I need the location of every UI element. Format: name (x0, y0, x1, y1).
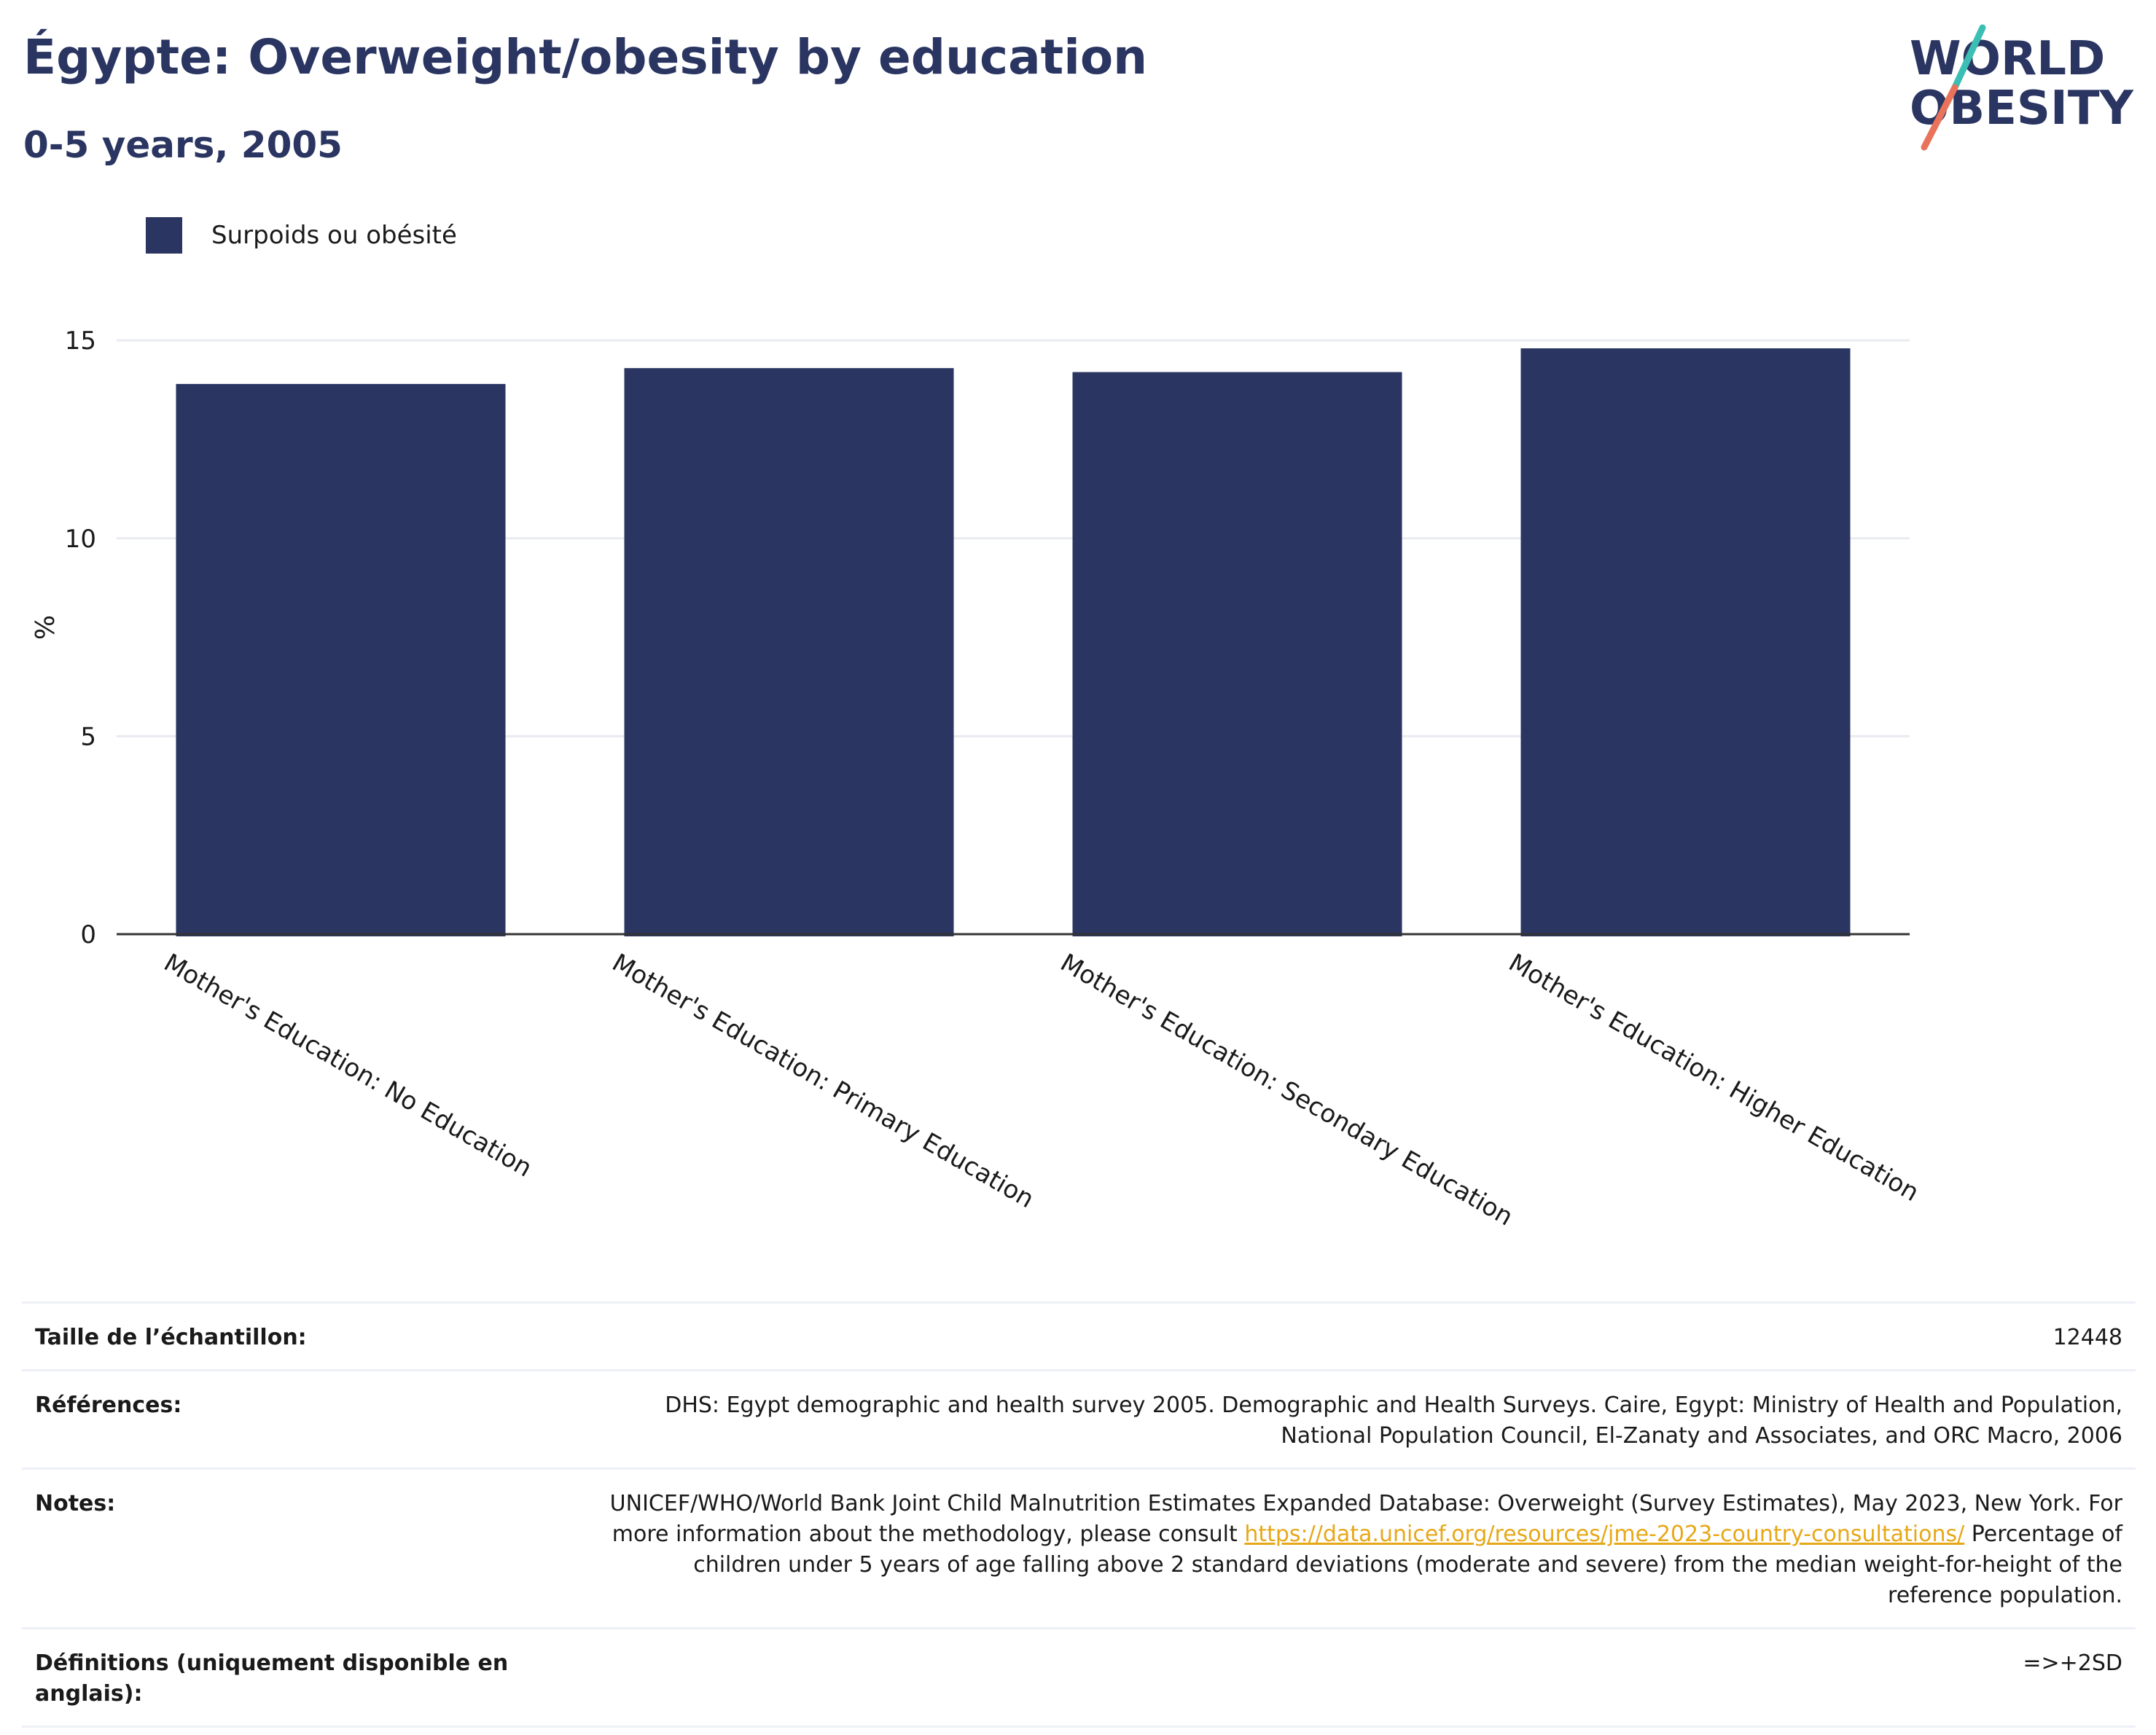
references-label: Références: (35, 1393, 182, 1418)
definitions-label: Définitions (uniquement disponible en an… (35, 1650, 509, 1707)
notes-value: UNICEF/WHO/World Bank Joint Child Malnut… (592, 1489, 2122, 1611)
sample-value: 12448 (2053, 1325, 2122, 1350)
y-tick-label: 15 (65, 326, 96, 356)
x-tick-label: Mother's Education: Primary Education (607, 948, 1039, 1214)
logo-line1: WORLD (1910, 32, 2105, 86)
chart-title: Égypte: Overweight/obesity by education (23, 29, 1148, 85)
legend-swatch (146, 217, 182, 254)
notes-label: Notes: (35, 1491, 116, 1516)
info-row-references: Références: DHS: Egypt demographic and h… (22, 1369, 2136, 1468)
bar-chart: 0 5 10 15 Mother's Education: No Education Mo… (31, 326, 1923, 1231)
bar (1072, 372, 1402, 936)
bar (1520, 348, 1851, 936)
info-row-sample: Taille de l’échantillon: 12448 (22, 1301, 2136, 1369)
info-row-notes: Notes: UNICEF/WHO/World Bank Joint Child… (22, 1468, 2136, 1627)
legend-label: Surpoids ou obésité (211, 221, 457, 250)
y-tick-label: 0 (80, 920, 96, 949)
info-table: Taille de l’échantillon: 12448 Référence… (22, 1301, 2136, 1728)
notes-text-after: Percentage of children under 5 years of … (693, 1521, 2122, 1608)
logo-slash-teal (1951, 24, 1986, 91)
notes-text-before: UNICEF/WHO/World Bank Joint Child Malnut… (609, 1491, 2122, 1547)
y-tick-label: 5 (80, 722, 96, 751)
chart-legend[interactable]: Surpoids ou obésité (146, 217, 457, 254)
notes-link[interactable]: https://data.unicef.org/resources/jme-20… (1244, 1521, 1965, 1547)
x-tick-label: Mother's Education: Secondary Education (1055, 948, 1518, 1231)
definitions-value: =>+2SD (2023, 1650, 2122, 1676)
x-tick-label: Mother's Education: Higher Education (1504, 948, 1923, 1207)
sample-label: Taille de l’échantillon: (35, 1325, 307, 1350)
references-value: DHS: Egypt demographic and health survey… (665, 1393, 2122, 1449)
bar (624, 368, 954, 936)
y-tick-label: 10 (65, 525, 96, 554)
info-row-definitions: Définitions (uniquement disponible en an… (22, 1627, 2136, 1728)
x-tick-label: Mother's Education: No Education (159, 948, 537, 1183)
world-obesity-logo: WORLD OBESITY (1910, 24, 2133, 151)
logo-slash-coral (1921, 84, 1958, 151)
chart-subtitle: 0-5 years, 2005 (23, 124, 343, 166)
y-axis-label: % (31, 615, 60, 640)
bar (176, 383, 506, 936)
